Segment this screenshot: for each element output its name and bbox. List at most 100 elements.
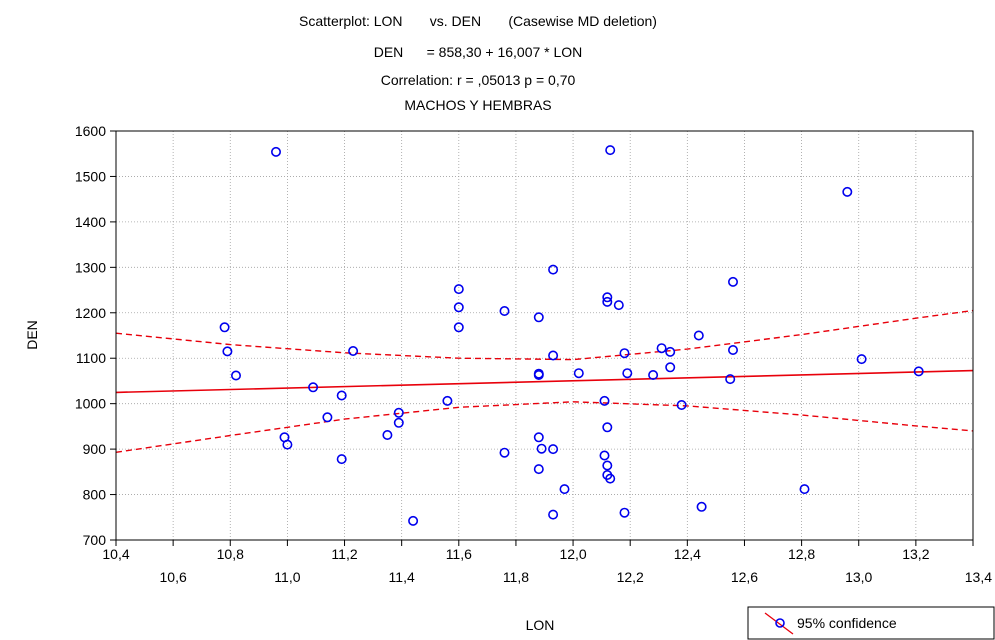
legend-box xyxy=(747,606,995,640)
confidence-band xyxy=(115,309,974,453)
scatter-point xyxy=(548,350,559,361)
y-tick-label: 1000 xyxy=(75,396,106,412)
scatter-point xyxy=(322,412,333,423)
scatter-point xyxy=(499,447,510,458)
regression-line xyxy=(115,369,974,394)
scatter-point xyxy=(336,390,347,401)
scatter-point xyxy=(548,509,559,520)
scatter-point xyxy=(727,276,738,287)
scatter-point xyxy=(913,366,924,377)
scatter-point xyxy=(665,346,676,357)
x-tick-label-upper: 12,8 xyxy=(788,546,815,562)
y-tick-label: 900 xyxy=(83,441,107,457)
y-tick-label: 1100 xyxy=(76,350,106,366)
scatter-point xyxy=(605,473,616,484)
scatter-point xyxy=(613,300,624,311)
x-tick-label-lower: 10,6 xyxy=(160,569,187,585)
x-tick-label-upper: 10,4 xyxy=(102,546,129,562)
x-tick-label-upper: 12,4 xyxy=(674,546,701,562)
scatter-point xyxy=(442,395,453,406)
scatter-point xyxy=(393,407,404,418)
legend-point-swatch xyxy=(775,618,785,628)
legend: 95% confidence xyxy=(747,606,995,640)
plot-grid xyxy=(116,131,973,540)
x-tick-label-lower: 11,4 xyxy=(389,569,415,585)
scatter-point xyxy=(856,354,867,365)
y-axis-label: DEN xyxy=(24,320,40,350)
scatter-point xyxy=(799,484,810,495)
scatter-point xyxy=(622,368,633,379)
scatter-point xyxy=(231,370,242,381)
x-tick-label-lower: 12,2 xyxy=(617,569,644,585)
scatter-point xyxy=(676,399,687,410)
scatter-point xyxy=(533,312,544,323)
y-tick-label: 1600 xyxy=(75,123,106,139)
x-tick-label-lower: 11,8 xyxy=(503,569,529,585)
scatter-point xyxy=(222,346,233,357)
chart-title-line-2: DEN = 858,30 + 16,007 * LON xyxy=(374,44,583,60)
scatter-point xyxy=(602,460,613,471)
scatter-point xyxy=(696,501,707,512)
x-tick-label-upper: 10,8 xyxy=(217,546,244,562)
legend-line-swatch xyxy=(764,612,794,635)
scatter-point xyxy=(619,507,630,518)
scatter-point xyxy=(536,443,547,454)
scatter-point xyxy=(602,422,613,433)
scatter-point xyxy=(282,439,293,450)
chart-title-line-4: MACHOS Y HEMBRAS xyxy=(404,97,551,113)
y-tick-label: 1300 xyxy=(75,259,106,275)
x-tick-label-upper: 11,6 xyxy=(446,546,472,562)
scatter-point xyxy=(453,322,464,333)
scatter-point xyxy=(559,484,570,495)
y-axis-ticks: 700 800 900 1000 1100 1200 1300 1400 1500 1600 xyxy=(75,123,116,548)
scatter-point xyxy=(599,395,610,406)
scatter-point xyxy=(548,264,559,275)
x-tick-label-lower: 13,4 xyxy=(965,569,992,585)
scatter-point xyxy=(619,348,630,359)
x-tick-label-lower: 12,6 xyxy=(731,569,758,585)
scatter-point xyxy=(548,444,559,455)
scatter-point xyxy=(648,369,659,380)
scatter-point xyxy=(533,464,544,475)
y-tick-label: 800 xyxy=(83,487,107,503)
confidence-lower-line xyxy=(115,401,974,453)
x-axis-ticks: 10,4 10,8 11,2 11,6 12,0 12,4 12,8 13,2 10,6 11,0… xyxy=(102,540,992,585)
y-tick-label: 1500 xyxy=(75,168,106,184)
data-points xyxy=(219,145,924,526)
scatter-point xyxy=(453,284,464,295)
scatter-point xyxy=(573,368,584,379)
regression-line-group xyxy=(115,369,974,394)
scatter-point xyxy=(533,432,544,443)
scatter-point xyxy=(382,429,393,440)
chart-title-line-1: Scatterplot: LON vs. DEN (Casewise MD de… xyxy=(299,13,657,29)
scatter-point xyxy=(408,515,419,526)
chart-title: Scatterplot: LON vs. DEN (Casewise MD de… xyxy=(299,13,657,113)
x-tick-label-lower: 11,0 xyxy=(274,569,300,585)
scatter-point xyxy=(665,362,676,373)
x-tick-label-lower: 13,0 xyxy=(845,569,872,585)
scatter-point xyxy=(725,374,736,385)
y-tick-label: 700 xyxy=(83,532,107,548)
legend-label: 95% confidence xyxy=(797,615,897,631)
scatter-point xyxy=(453,302,464,313)
scatter-point xyxy=(393,417,404,428)
x-tick-label-upper: 12,0 xyxy=(559,546,586,562)
scatter-point xyxy=(602,292,613,303)
x-tick-label-upper: 11,2 xyxy=(331,546,357,562)
scatter-point xyxy=(693,330,704,341)
scatter-point xyxy=(336,454,347,465)
scatter-point xyxy=(348,345,359,356)
scatter-point xyxy=(599,450,610,461)
plot-frame xyxy=(115,130,974,541)
y-tick-label: 1400 xyxy=(75,214,106,230)
scatter-point xyxy=(308,382,319,393)
y-tick-label: 1200 xyxy=(75,305,106,321)
confidence-upper-line xyxy=(115,309,974,361)
scatter-point xyxy=(533,369,544,380)
x-tick-label-upper: 13,2 xyxy=(902,546,929,562)
scatter-point xyxy=(219,322,230,333)
scatter-point xyxy=(270,146,281,157)
scatter-point xyxy=(727,344,738,355)
scatter-point xyxy=(605,145,616,156)
